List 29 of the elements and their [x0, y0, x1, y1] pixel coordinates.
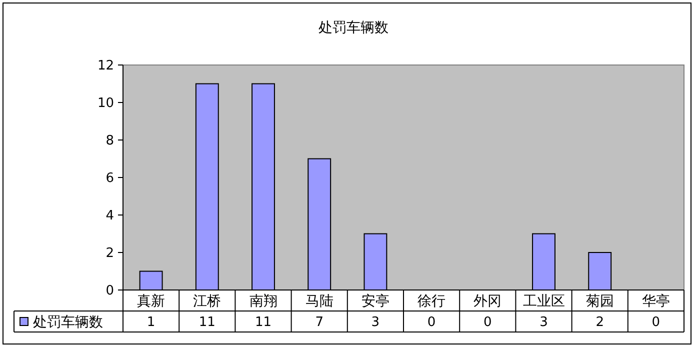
- data-label: 7: [315, 315, 324, 330]
- x-tick-label: 安亭: [361, 293, 390, 310]
- y-tick-label: 6: [106, 171, 114, 186]
- data-label: 0: [484, 315, 492, 330]
- legend-label: 处罚车辆数: [33, 314, 103, 330]
- x-tick-label: 工业区: [522, 293, 565, 310]
- y-tick-label: 8: [106, 134, 114, 149]
- data-label: 11: [254, 315, 272, 330]
- y-tick-label: 12: [97, 58, 114, 74]
- x-tick-label: 华亭: [642, 293, 670, 310]
- x-tick-label: 菊园: [586, 293, 614, 310]
- data-label: 3: [540, 315, 548, 330]
- y-tick-label: 4: [106, 208, 114, 224]
- x-tick-label: 徐行: [418, 293, 446, 310]
- x-tick-label: 外冈: [474, 293, 502, 310]
- x-tick-label: 真新: [137, 293, 166, 310]
- data-label: 11: [198, 315, 216, 330]
- x-tick-label: 江桥: [193, 293, 222, 310]
- data-label: 0: [652, 315, 660, 330]
- chart-title: 处罚车辆数: [318, 20, 388, 36]
- y-tick-label: 10: [97, 96, 114, 112]
- y-tick-label: 2: [106, 246, 114, 262]
- y-tick-label: 0: [106, 284, 114, 299]
- data-label: 2: [596, 315, 604, 330]
- data-label: 0: [427, 315, 436, 330]
- data-label: 3: [371, 315, 380, 330]
- x-tick-label: 马陆: [305, 293, 334, 310]
- data-label: 1: [146, 315, 156, 330]
- x-tick-label: 南翔: [249, 293, 278, 310]
